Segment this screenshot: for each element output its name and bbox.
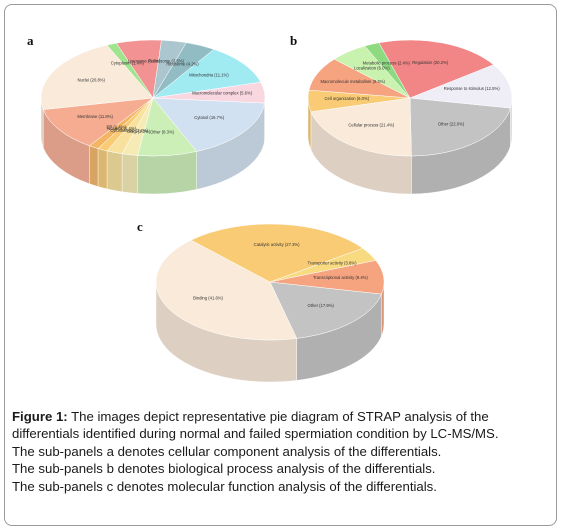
pie-chart-c: Other (17.9%) Binding (41.6%) Catalytic ac… — [155, 223, 385, 383]
pie-chart-a: Cytosol (16.7%)Other (8.3%)Golgi (2.2%)C… — [40, 39, 266, 195]
pie-label-lysosome: Lysosome (6.3%) — [128, 58, 161, 63]
pie-label-cellular-process: Cellular process (21.4%) — [348, 122, 394, 127]
pie-side-er — [89, 145, 99, 187]
pie-label-ribosome: Ribosome (4.2%) — [166, 62, 199, 67]
caption-intro: Figure 1: The images depict representati… — [12, 408, 548, 443]
pie-label-macromolecular-complex: Macromolecular complex (5.6%) — [192, 91, 253, 96]
pie-slice-cytosol — [152, 97, 265, 152]
pie-label-nucleus: Nucleus (1.4%) — [107, 126, 136, 131]
panel-label-a: a — [27, 33, 34, 48]
pie-label-other: Other (17.9%) — [308, 303, 335, 308]
pie-label-localization: Localization (6.0%) — [354, 65, 390, 70]
pie-side-golgi — [121, 153, 138, 194]
pie-slice-macromolecular-complex — [152, 81, 266, 104]
pie-slice-binding — [155, 239, 298, 341]
pie-slice-mitochondria — [152, 49, 262, 99]
pie-label-macromolecule-metabolism: Macromolecule metabolism (9.5%) — [320, 79, 385, 84]
pie-label-er: ER (1.4%) — [107, 125, 127, 130]
pie-chart-b: Other (22.0%) Cellular process (21.4%) Cel… — [307, 39, 513, 195]
pie-label-transporter-activity: Transporter activity (3.8%) — [308, 261, 358, 266]
pie-label-nuclei: Nuclei (20.8%) — [77, 78, 105, 83]
figure-caption: Figure 1: The images depict representati… — [12, 408, 548, 495]
panel-label-c: c — [137, 219, 143, 234]
pie-label-regulation: Regulation (20.2%) — [412, 60, 448, 65]
caption-line-a: The sub-panels a denotes cellular compon… — [12, 443, 442, 459]
pie-slice-cellular-process — [310, 97, 412, 157]
pie-label-cytosol: Cytosol (16.7%) — [194, 115, 224, 120]
pie-label-catalytic-activity: Catalytic activity (27.3%) — [254, 242, 300, 247]
pie-label-binding: Binding (41.6%) — [193, 295, 223, 300]
pie-label-response-to-stimulus: Response to stimulus (12.5%) — [444, 86, 500, 91]
pie-label-membrane: Membrane (11.8%) — [77, 114, 113, 119]
pie-label-cell-organization: Cell organization (6.0%) — [324, 96, 369, 101]
pie-slice-regulation — [378, 39, 495, 99]
pie-slice-other — [269, 281, 382, 339]
pie-slice-transcriptional-activity — [269, 260, 385, 295]
pie-slice-other — [409, 97, 511, 157]
pie-label-cytoplasm: Cytoplasm (1.4%) — [111, 61, 145, 66]
pie-label-mitochondria: Mitochondria (11.1%) — [189, 73, 229, 78]
caption-lead: Figure 1: — [12, 409, 68, 424]
pie-slice-response-to-stimulus — [409, 64, 513, 109]
pie-slice-nuclei — [40, 44, 154, 110]
caption-line-c: The sub-panels c denotes molecular funct… — [12, 478, 437, 494]
pie-label-golgi: Golgi (2.2%) — [127, 129, 151, 134]
pie-label-transcriptional-activity: Transcriptional activity (9.4%) — [313, 275, 368, 280]
pie-label-metabolic-process: Metabolic process (2.4%) — [363, 61, 411, 66]
pie-side-nucleus — [97, 148, 108, 190]
caption-text: The images depict representative pie dia… — [12, 409, 499, 442]
pie-side-cytoskeleton — [106, 150, 123, 192]
pie-slice-membrane — [42, 97, 154, 147]
pie-label-peroxisome: Peroxisome (3.5%) — [148, 59, 184, 64]
pie-label-other: Other (22.0%) — [438, 121, 465, 126]
pie-label-other: Other (8.3%) — [150, 130, 175, 135]
panel-label-b: b — [290, 33, 298, 48]
pie-label-cytoskeleton: Cytoskeleton (2.2%) — [110, 128, 148, 133]
caption-line-b: The sub-panels b denotes biological proc… — [12, 461, 436, 477]
pie-side-other — [137, 151, 197, 195]
pie-slice-catalytic-activity — [190, 223, 364, 283]
